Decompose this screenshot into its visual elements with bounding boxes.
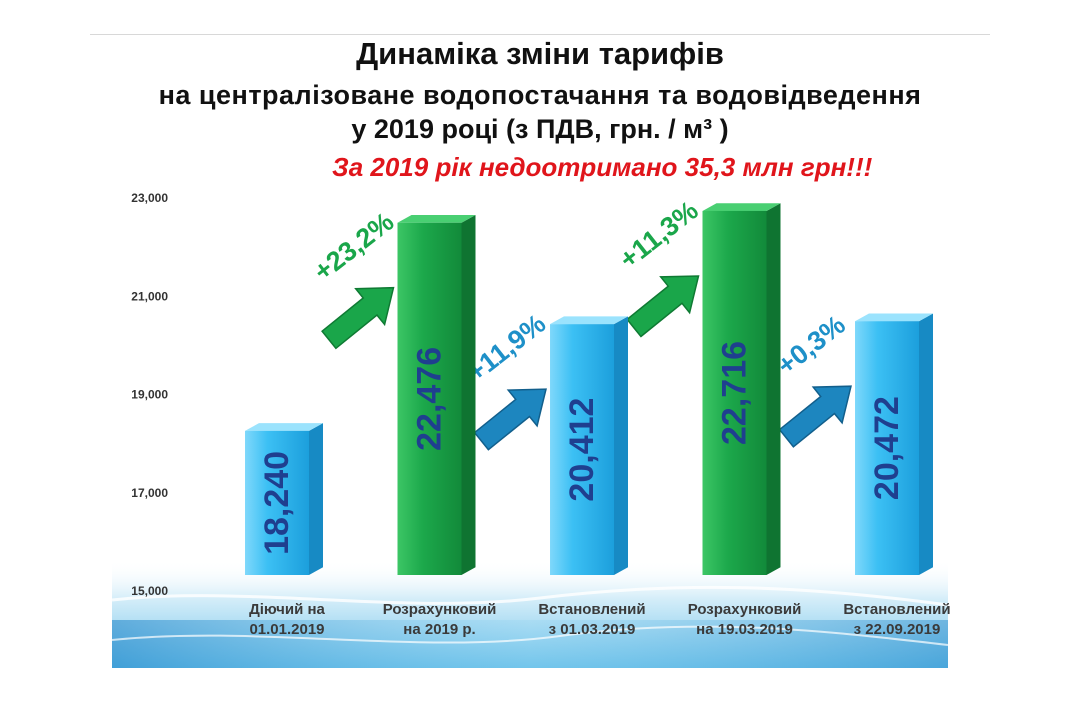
y-tick-label: 15,000 xyxy=(131,584,168,598)
y-tick-label: 21,000 xyxy=(131,289,168,303)
change-arrow xyxy=(778,385,852,448)
change-arrow xyxy=(321,286,395,350)
category-label: з 22.09.2019 xyxy=(854,621,941,638)
bar xyxy=(855,313,933,575)
category-label: на 2019 р. xyxy=(403,621,475,638)
category-label: з 01.03.2019 xyxy=(549,621,636,638)
category-label: 01.01.2019 xyxy=(249,621,324,638)
category-label: Діючий на xyxy=(249,601,325,618)
category-label: Розрахунковий xyxy=(688,601,802,618)
bar-value-label: 22,716 xyxy=(716,341,754,445)
category-label: Встановлений xyxy=(843,601,950,618)
change-percent-label: +0,3% xyxy=(772,309,851,380)
bar xyxy=(550,316,628,575)
category-label: Розрахунковий xyxy=(383,601,497,618)
change-percent-label: +23,2% xyxy=(308,206,399,286)
bars: 18,240 22,476 20,412 22,716 20,472 xyxy=(245,203,933,575)
bar-value-label: 22,476 xyxy=(411,347,449,451)
y-axis: 15,000 17,000 19,000 21,000 23,000 xyxy=(131,191,168,598)
bar xyxy=(702,203,781,575)
page-title: Динаміка зміни тарифів xyxy=(356,36,724,71)
bar-value-label: 20,472 xyxy=(868,396,906,500)
y-tick-label: 17,000 xyxy=(131,486,168,500)
change-percent-label: +11,3% xyxy=(614,195,704,275)
bar-value-label: 18,240 xyxy=(258,451,296,555)
category-labels: Діючий на 01.01.2019 Розрахунковий на 2019 … xyxy=(249,601,951,638)
water-background xyxy=(111,560,949,668)
y-tick-label: 23,000 xyxy=(131,191,168,205)
bar xyxy=(397,215,476,575)
bar-value-label: 20,412 xyxy=(563,398,601,502)
y-tick-label: 19,000 xyxy=(131,388,168,402)
change-arrow xyxy=(473,388,547,451)
category-label: Встановлений xyxy=(538,601,645,618)
page-subtitle-units: у 2019 році (з ПДВ, грн. / м³ ) xyxy=(351,114,729,144)
page-subtitle: на централізоване водопостачання та водо… xyxy=(158,80,922,110)
change-arrow xyxy=(626,275,700,338)
shortfall-notice: За 2019 рік недоотримано 35,3 млн грн!!! xyxy=(332,152,873,182)
bar xyxy=(245,423,323,575)
top-divider xyxy=(90,34,990,35)
category-label: на 19.03.2019 xyxy=(696,621,793,638)
